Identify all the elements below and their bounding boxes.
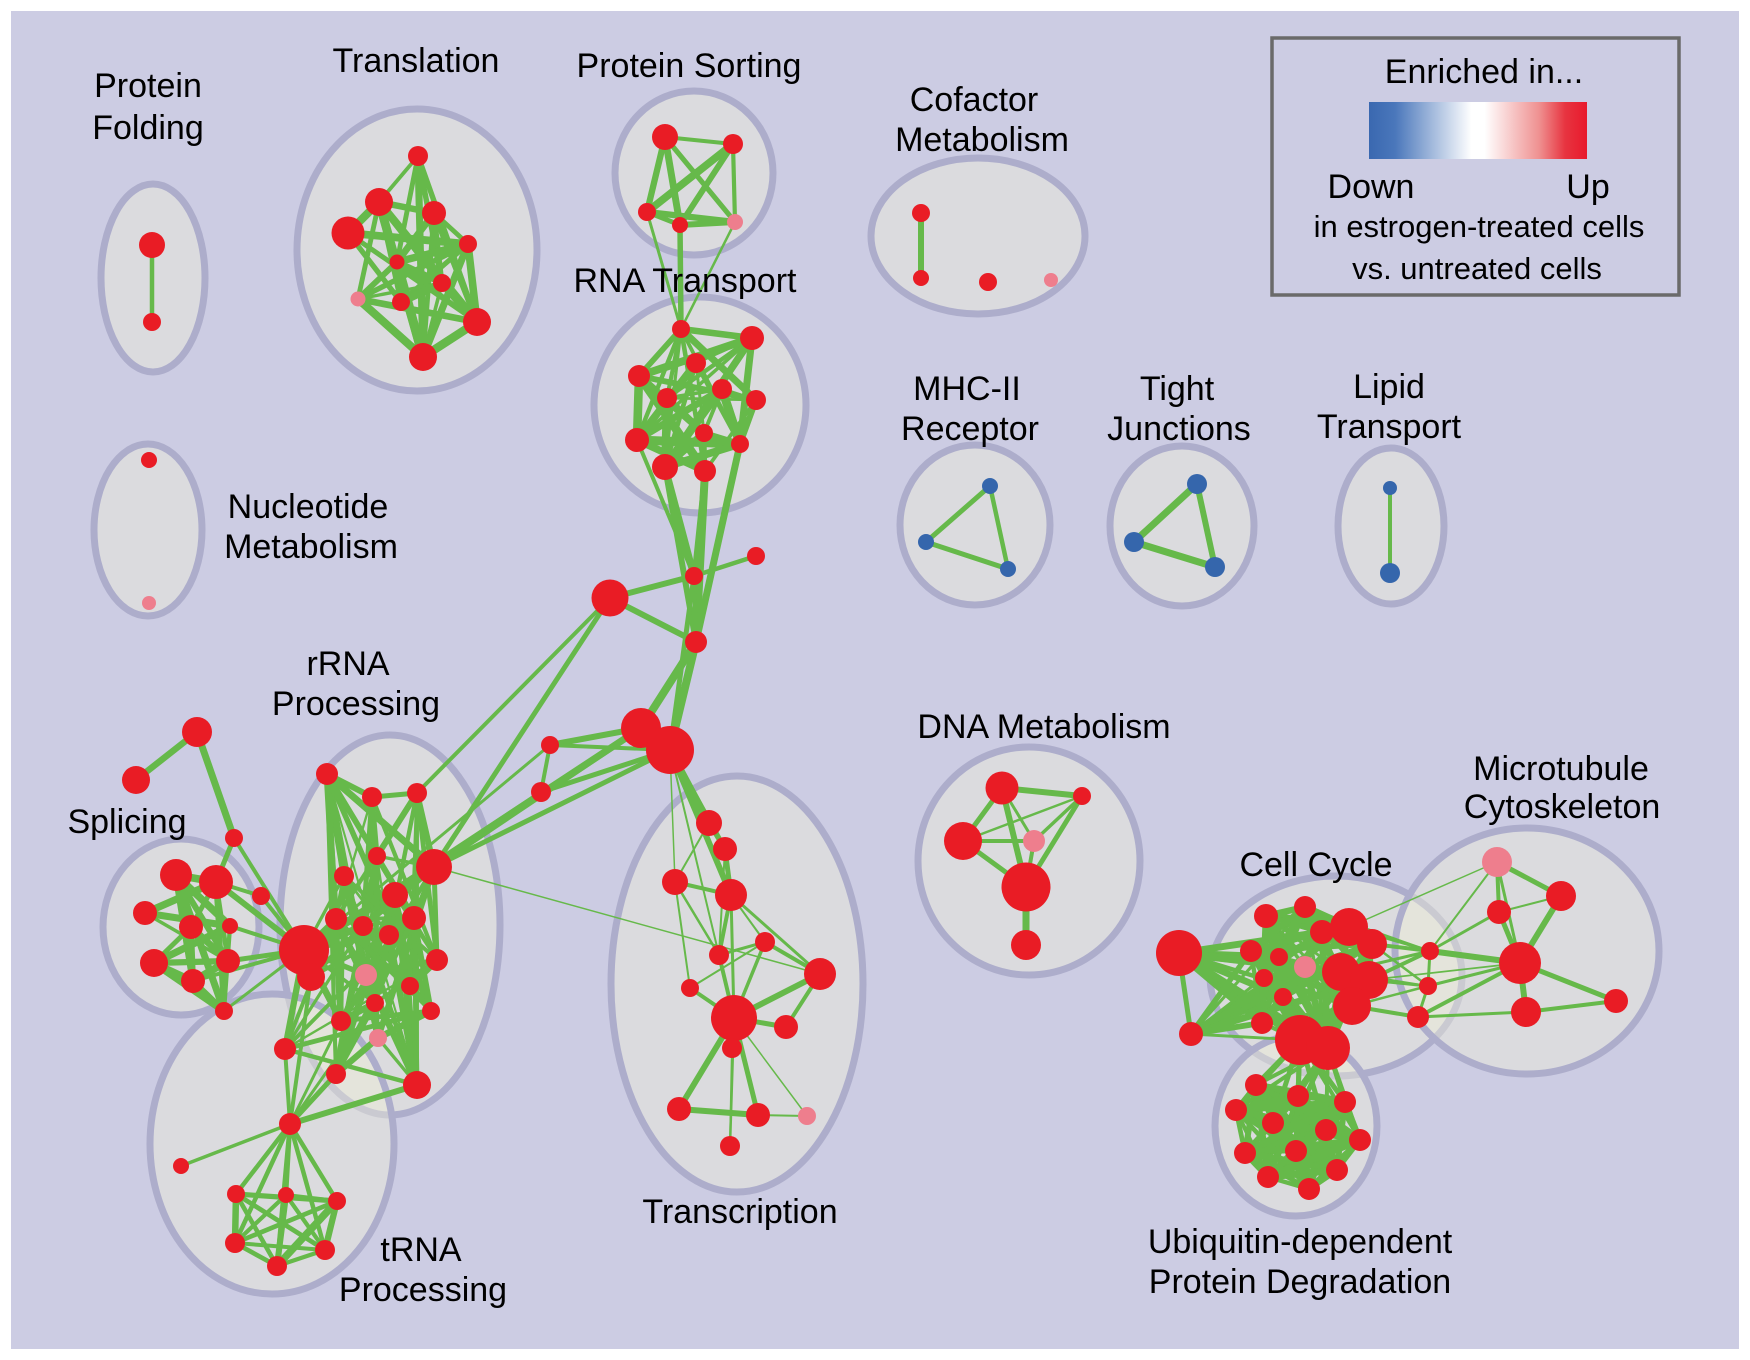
svg-text:Down: Down xyxy=(1328,168,1415,206)
svg-text:tRNA: tRNA xyxy=(380,1231,462,1269)
svg-text:Transcription: Transcription xyxy=(642,1193,837,1231)
svg-text:Microtubule: Microtubule xyxy=(1473,750,1649,788)
svg-text:Junctions: Junctions xyxy=(1107,410,1251,448)
svg-text:Protein Degradation: Protein Degradation xyxy=(1149,1263,1451,1301)
svg-text:MHC-II: MHC-II xyxy=(913,370,1021,408)
svg-text:Enriched in...: Enriched in... xyxy=(1385,53,1583,91)
svg-text:Splicing: Splicing xyxy=(67,803,186,841)
svg-text:Metabolism: Metabolism xyxy=(224,528,398,566)
svg-text:Cell Cycle: Cell Cycle xyxy=(1239,846,1392,884)
svg-text:Processing: Processing xyxy=(339,1271,507,1309)
svg-text:Cytoskeleton: Cytoskeleton xyxy=(1464,788,1661,826)
svg-text:Folding: Folding xyxy=(92,109,204,147)
svg-text:in estrogen-treated cells: in estrogen-treated cells xyxy=(1314,209,1645,244)
svg-text:Tight: Tight xyxy=(1140,370,1215,408)
svg-text:Cofactor: Cofactor xyxy=(910,81,1039,119)
svg-text:Ubiquitin-dependent: Ubiquitin-dependent xyxy=(1148,1223,1453,1261)
svg-text:Transport: Transport xyxy=(1317,408,1462,446)
svg-text:Receptor: Receptor xyxy=(901,410,1039,448)
svg-text:vs. untreated cells: vs. untreated cells xyxy=(1352,251,1602,286)
svg-text:Nucleotide: Nucleotide xyxy=(228,488,389,526)
svg-text:DNA Metabolism: DNA Metabolism xyxy=(917,708,1170,746)
svg-text:Protein: Protein xyxy=(94,67,202,105)
svg-text:Processing: Processing xyxy=(272,685,440,723)
svg-text:Translation: Translation xyxy=(333,42,500,80)
svg-text:Protein Sorting: Protein Sorting xyxy=(577,47,802,85)
svg-text:RNA Transport: RNA Transport xyxy=(574,262,798,300)
svg-text:Metabolism: Metabolism xyxy=(895,121,1069,159)
svg-text:rRNA: rRNA xyxy=(306,645,389,683)
svg-text:Lipid: Lipid xyxy=(1353,368,1425,406)
svg-text:Up: Up xyxy=(1566,168,1609,206)
